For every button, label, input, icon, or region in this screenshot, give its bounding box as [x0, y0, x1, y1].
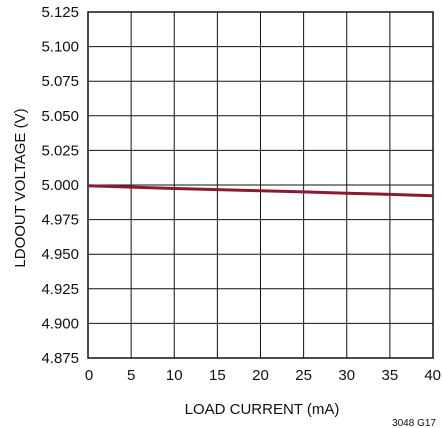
y-tick-label: 5.100 [41, 39, 79, 56]
y-tick-label: 5.125 [41, 4, 79, 21]
figure-id-note: 3048 G17 [392, 418, 436, 428]
x-tick-label: 25 [295, 367, 312, 384]
x-tick-label: 30 [338, 367, 355, 384]
x-tick-label: 0 [85, 367, 93, 384]
series-line-0 [87, 184, 434, 198]
x-tick-label: 10 [166, 367, 183, 384]
y-tick-label: 5.025 [41, 142, 79, 159]
y-axis-title: LDOOUT VOLTAGE (V) [12, 108, 29, 267]
y-tick-label: 4.900 [41, 315, 79, 332]
x-tick-label: 35 [382, 367, 399, 384]
y-tick-label: 5.075 [41, 73, 79, 90]
x-tick-label: 5 [127, 367, 135, 384]
y-tick-label: 4.975 [41, 212, 79, 229]
y-tick-label: 5.050 [41, 108, 79, 125]
y-tick-label: 5.000 [41, 177, 79, 194]
x-tick-labels: 0 5 10 15 20 25 30 35 40 [85, 367, 441, 384]
x-tick-label: 15 [209, 367, 226, 384]
x-axis-title: LOAD CURRENT (mA) [185, 401, 340, 418]
y-tick-labels: 5.125 5.100 5.075 5.050 5.025 5.000 4.975 4.950… [41, 4, 79, 367]
y-tick-label: 4.875 [41, 350, 79, 367]
y-tick-label: 4.950 [41, 246, 79, 263]
x-tick-label: 40 [424, 367, 441, 384]
plot-area [87, 11, 434, 359]
y-tick-label: 4.925 [41, 281, 79, 298]
x-tick-label: 20 [252, 367, 269, 384]
grid [87, 11, 434, 359]
series-group [87, 184, 434, 198]
